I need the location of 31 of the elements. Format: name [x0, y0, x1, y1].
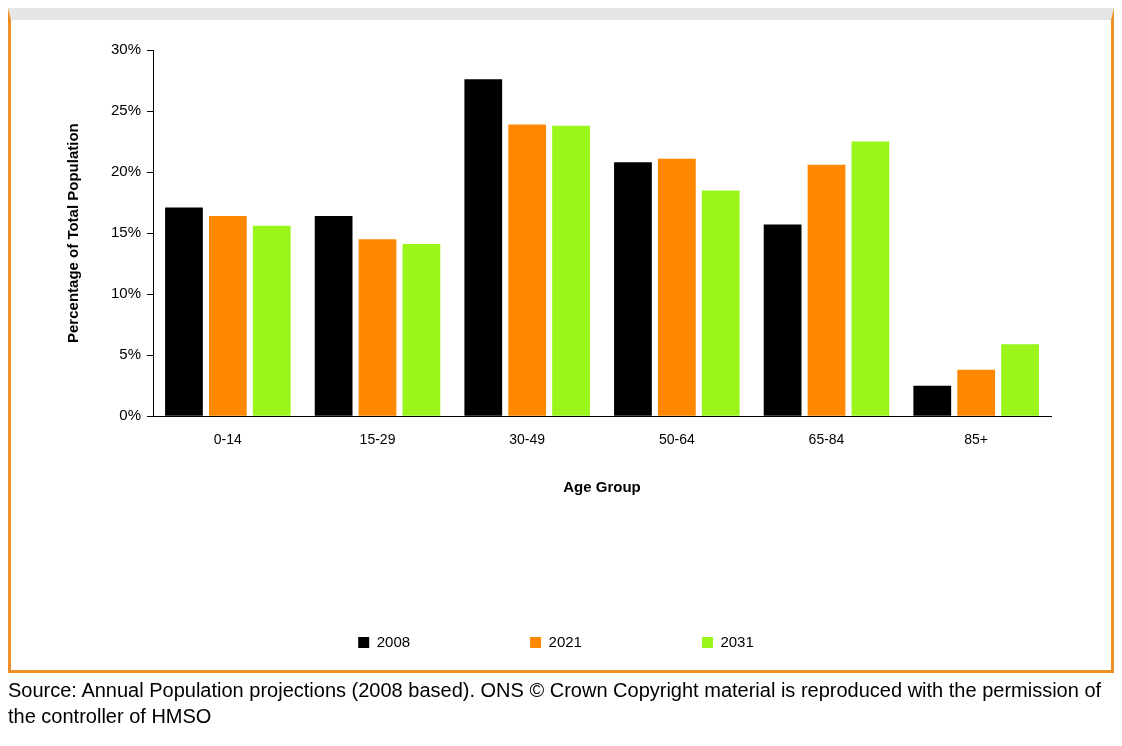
y-axis-title: Percentage of Total Population	[64, 123, 82, 343]
legend-label: 2031	[720, 632, 754, 650]
y-tick-label: 0%	[119, 406, 142, 424]
y-tick-label: 30%	[110, 40, 142, 58]
bar	[358, 239, 397, 416]
x-axis-title: Age Group	[563, 478, 641, 496]
legend-label: 2021	[548, 632, 582, 650]
bar	[508, 124, 547, 416]
bar	[252, 225, 291, 416]
bar	[208, 216, 247, 416]
y-tick-label: 25%	[110, 101, 142, 119]
bar	[1001, 344, 1039, 416]
x-tick-label: 0-14	[213, 431, 243, 448]
x-tick-label: 30-49	[509, 431, 546, 448]
y-tick-label: 15%	[110, 223, 142, 241]
y-tick-label: 20%	[110, 162, 142, 180]
x-tick-label: 50-64	[658, 431, 695, 448]
bar	[657, 158, 696, 416]
bar	[402, 244, 441, 416]
bar	[701, 190, 740, 416]
x-tick-label: 85+	[964, 431, 989, 448]
bar	[851, 141, 890, 416]
bar	[957, 369, 996, 416]
y-tick-label: 10%	[110, 284, 142, 302]
legend-label: 2008	[376, 632, 411, 650]
x-tick-label: 65-84	[808, 431, 845, 448]
bar	[552, 125, 590, 416]
source-note: Source: Annual Population projections (2008 based). ONS © Crown Copyright material is reproduced with the permission of the controller of HMSO	[8, 678, 1103, 729]
bar	[807, 164, 846, 416]
y-tick-label: 5%	[119, 345, 142, 363]
x-tick-label: 15-29	[359, 431, 396, 448]
